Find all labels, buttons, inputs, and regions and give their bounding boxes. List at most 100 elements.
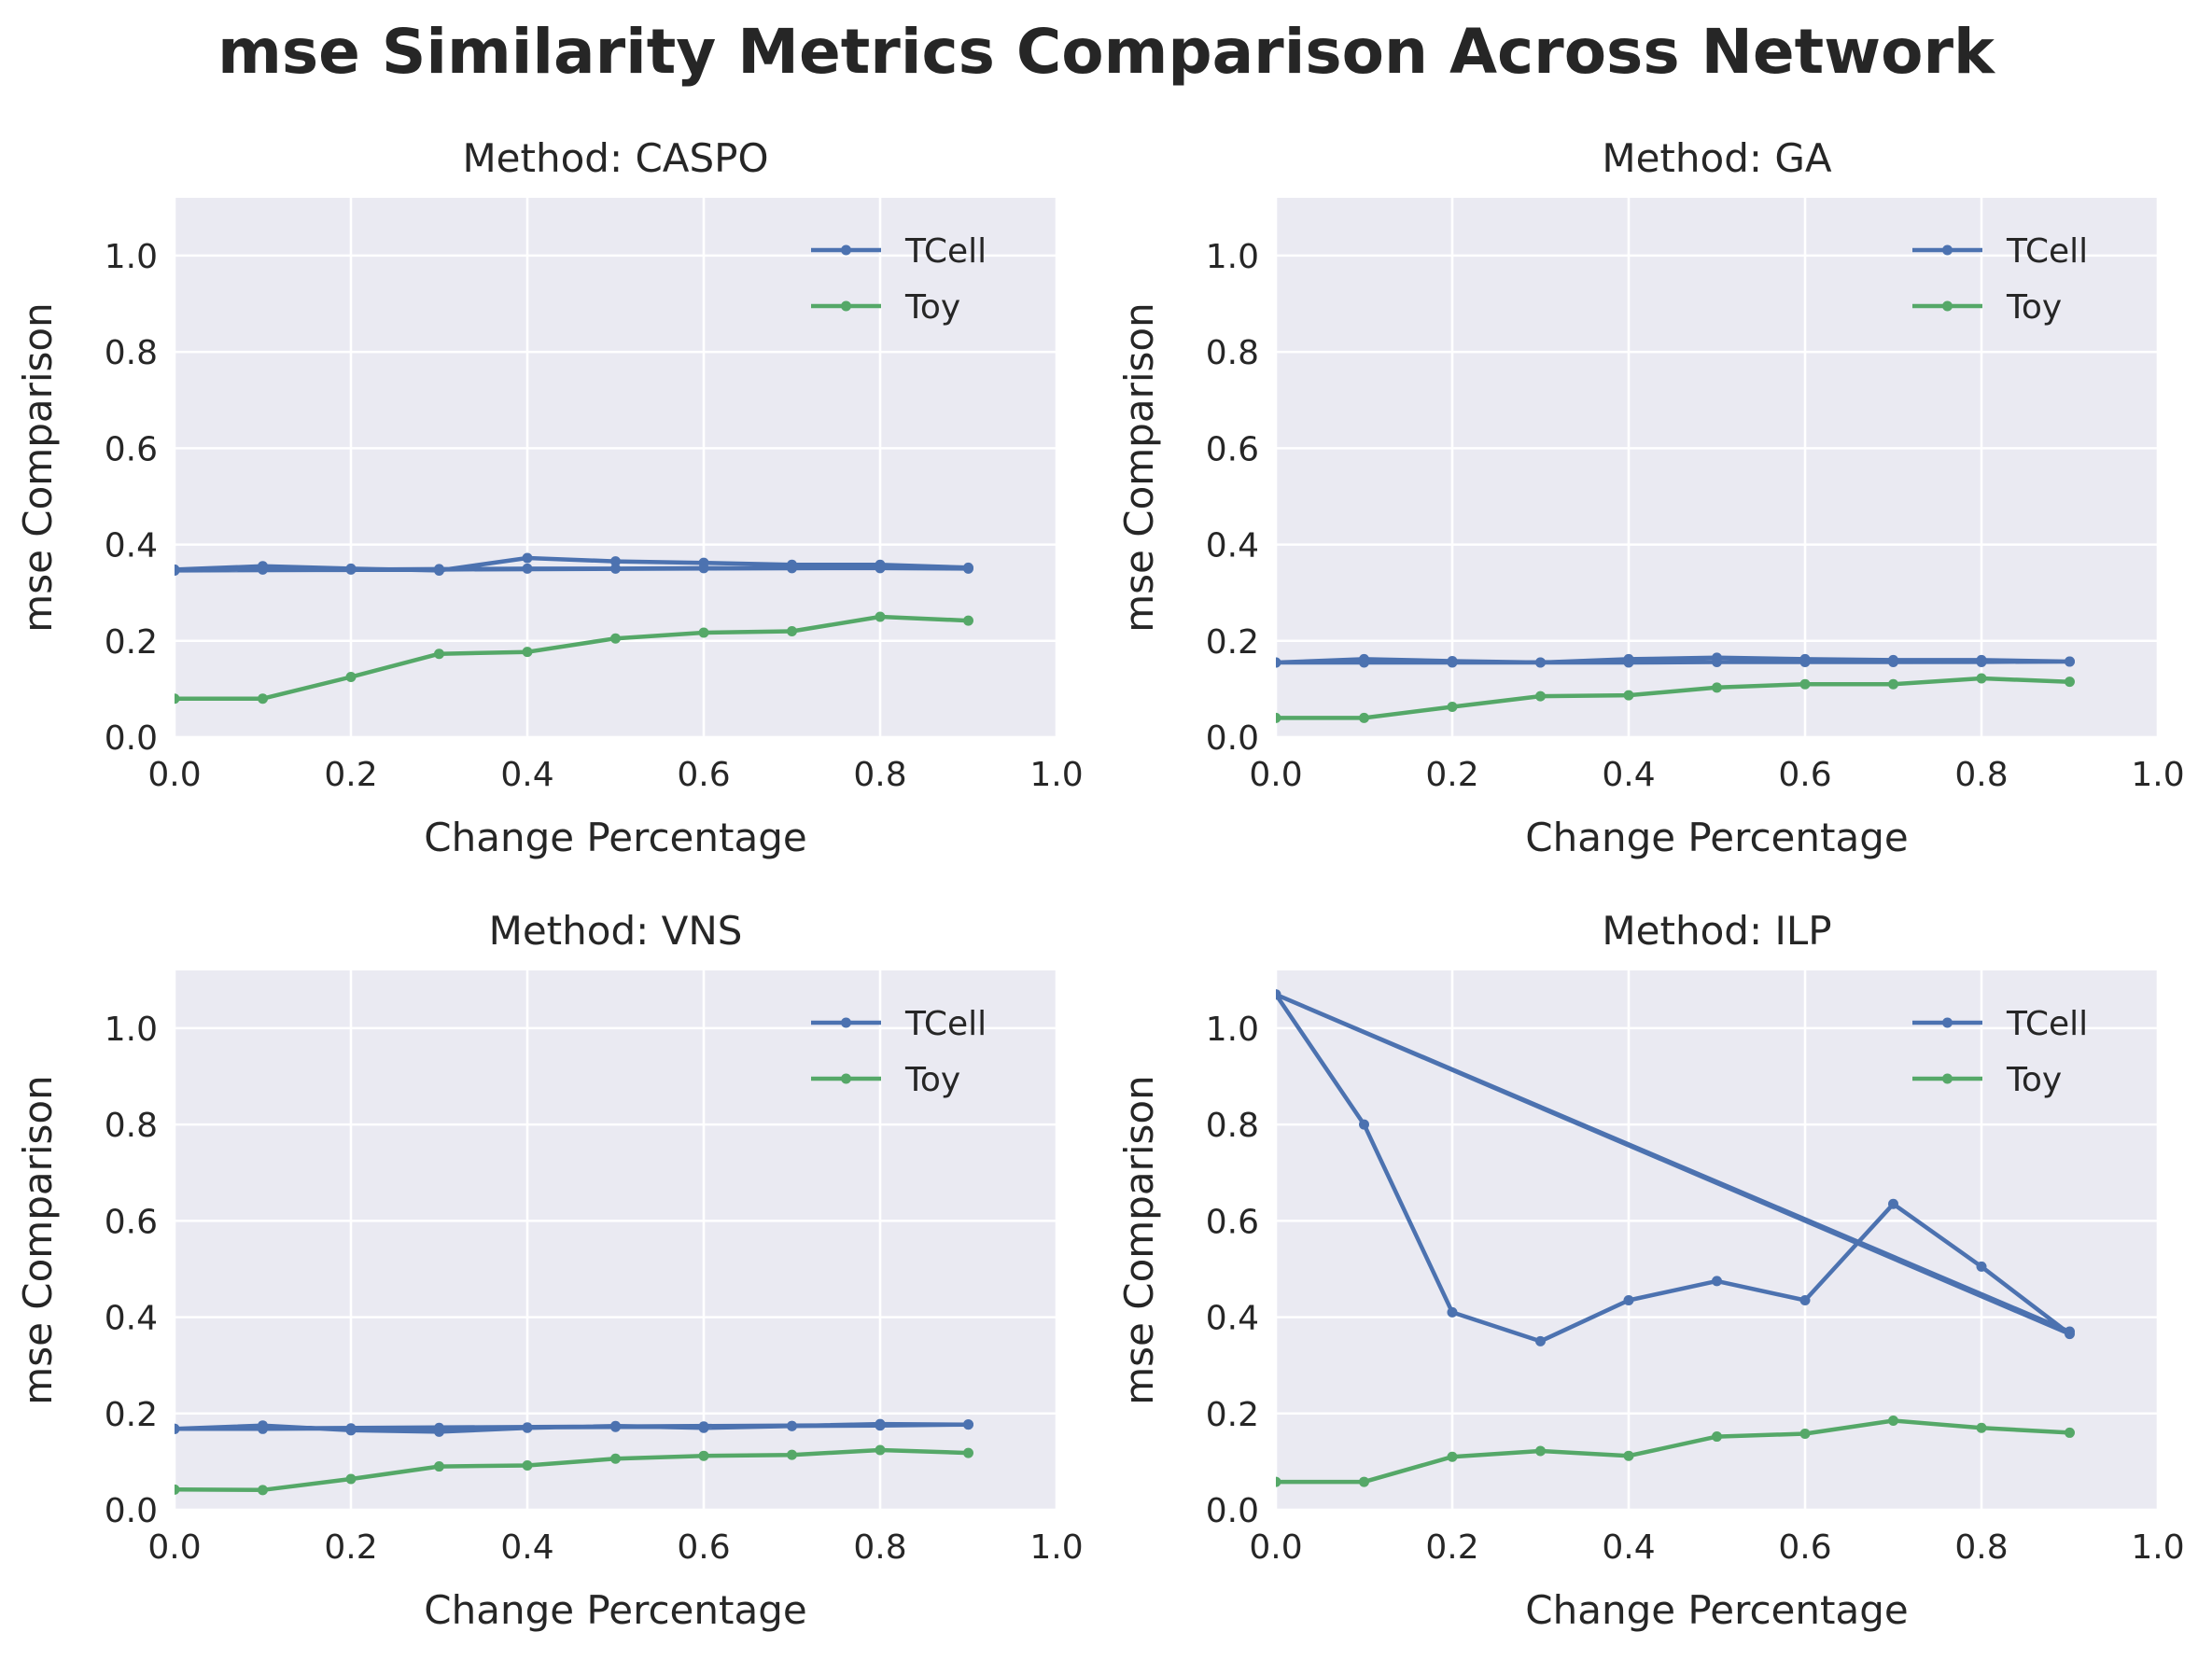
data-point-toy xyxy=(2065,1427,2075,1438)
data-point-tcell xyxy=(698,563,709,574)
data-point-tcell xyxy=(2065,1326,2075,1337)
x-tick-label: 0.2 xyxy=(1425,1528,1478,1567)
x-tick-label: 0.6 xyxy=(677,1528,730,1567)
data-point-tcell xyxy=(522,1422,533,1433)
data-point-tcell xyxy=(698,1421,709,1432)
data-point-tcell xyxy=(1976,656,1987,667)
x-tick-label: 0.6 xyxy=(677,756,730,794)
x-axis-label: Change Percentage xyxy=(1525,1587,1908,1633)
data-point-tcell xyxy=(875,1420,886,1431)
figure-title: mse Similarity Metrics Comparison Across… xyxy=(217,16,1996,88)
data-point-toy xyxy=(1623,1450,1634,1461)
data-point-tcell xyxy=(1359,1119,1369,1130)
legend-label-toy: Toy xyxy=(2006,1061,2062,1099)
data-point-toy xyxy=(258,693,268,704)
data-point-tcell xyxy=(610,556,621,567)
data-point-tcell xyxy=(787,1420,797,1431)
subplots-grid: 0.0 0.2 0.4 0.6 0.8 1.0 0.0 0.2 0.4 0.6 0.8 1.0 Meth… xyxy=(15,135,2185,1633)
data-point-tcell xyxy=(787,563,797,574)
y-axis-label: mse Comparison xyxy=(15,1075,61,1404)
legend-marker-tcell xyxy=(841,1017,851,1028)
legend-marker-tcell xyxy=(841,244,851,256)
plot-area xyxy=(1276,198,2158,737)
y-tick-label: 0.6 xyxy=(105,430,158,468)
y-tick-label: 0.4 xyxy=(1206,1300,1259,1338)
series-line-tcell xyxy=(1276,655,2072,665)
data-point-toy xyxy=(963,615,973,626)
data-point-toy xyxy=(610,633,621,644)
plot-area xyxy=(1276,970,2158,1510)
data-point-toy xyxy=(1888,1416,1898,1427)
x-tick-label: 0.2 xyxy=(1425,756,1478,794)
series-line-toy xyxy=(175,614,971,701)
data-point-tcell xyxy=(175,1423,180,1434)
y-tick-label: 1.0 xyxy=(1206,1011,1259,1049)
subplot-title: Method: GA xyxy=(1602,135,1832,181)
data-point-tcell xyxy=(522,552,533,564)
y-tick-label: 1.0 xyxy=(1206,238,1259,276)
x-tick-label: 1.0 xyxy=(2131,756,2184,794)
data-point-tcell xyxy=(1888,656,1898,667)
x-tick-label: 0.8 xyxy=(853,756,906,794)
y-axis-label: mse Comparison xyxy=(1116,302,1162,632)
data-point-tcell xyxy=(1359,657,1369,668)
y-tick-label: 0.4 xyxy=(105,527,158,565)
y-tick-label: 0.8 xyxy=(1206,334,1259,372)
data-point-tcell xyxy=(963,563,973,574)
data-point-tcell xyxy=(610,563,621,574)
x-tick-label: 1.0 xyxy=(1029,756,1083,794)
x-tick-label: 0.8 xyxy=(853,1528,906,1567)
data-point-toy xyxy=(2065,677,2075,688)
x-tick-label: 0.4 xyxy=(500,756,553,794)
data-point-tcell xyxy=(1276,989,1281,1000)
legend-marker-toy xyxy=(841,1073,851,1084)
data-point-toy xyxy=(1623,690,1634,701)
data-point-toy xyxy=(1535,691,1546,702)
x-tick-label: 0.0 xyxy=(147,756,201,794)
plot-area xyxy=(175,970,1057,1510)
y-axis-label: mse Comparison xyxy=(1116,1075,1162,1404)
y-tick-label: 0.4 xyxy=(105,1300,158,1338)
series-line-tcell xyxy=(175,555,971,573)
data-point-tcell xyxy=(1623,1295,1634,1306)
data-point-toy xyxy=(1276,1476,1281,1487)
series-line-tcell xyxy=(1276,992,2072,1344)
legend-marker-toy xyxy=(841,300,851,312)
data-point-tcell xyxy=(963,1419,973,1430)
legend-marker-tcell xyxy=(1942,244,1953,256)
legend-label-toy: Toy xyxy=(2006,288,2062,327)
data-point-tcell xyxy=(1712,656,1722,667)
data-point-toy xyxy=(1359,712,1369,723)
data-point-tcell xyxy=(875,563,886,574)
data-point-tcell xyxy=(610,1421,621,1432)
data-point-toy xyxy=(1888,678,1898,690)
y-tick-label: 0.2 xyxy=(1206,1396,1259,1434)
data-point-toy xyxy=(345,1473,357,1485)
data-point-toy xyxy=(434,1461,444,1472)
data-layer xyxy=(175,552,973,704)
data-point-toy xyxy=(522,1460,533,1472)
data-point-toy xyxy=(1276,712,1281,723)
x-tick-label: 0.4 xyxy=(1602,1528,1655,1567)
y-tick-label: 0.8 xyxy=(105,334,158,372)
x-axis-label: Change Percentage xyxy=(424,1587,806,1633)
data-point-tcell xyxy=(175,565,180,576)
data-point-tcell xyxy=(345,564,357,575)
subplot-panel: 0.0 0.2 0.4 0.6 0.8 1.0 0.0 0.2 0.4 0.6 0.8 1.0 Meth… xyxy=(15,135,1084,860)
data-point-toy xyxy=(258,1485,268,1496)
data-layer xyxy=(1276,652,2075,723)
data-point-toy xyxy=(1976,673,1987,684)
x-axis-label: Change Percentage xyxy=(1525,815,1908,860)
y-tick-label: 0.6 xyxy=(105,1203,158,1241)
data-point-toy xyxy=(963,1447,973,1458)
data-point-tcell xyxy=(1888,1198,1898,1209)
legend-label-tcell: TCell xyxy=(904,1005,987,1043)
x-tick-label: 0.8 xyxy=(1954,1528,2008,1567)
x-tick-label: 0.2 xyxy=(324,1528,377,1567)
x-tick-label: 0.4 xyxy=(1602,756,1655,794)
y-tick-label: 1.0 xyxy=(105,238,158,276)
data-point-tcell xyxy=(2065,656,2075,667)
y-tick-label: 0.4 xyxy=(1206,527,1259,565)
legend-marker-toy xyxy=(1942,1073,1953,1084)
subplot-title: Method: VNS xyxy=(489,908,743,954)
